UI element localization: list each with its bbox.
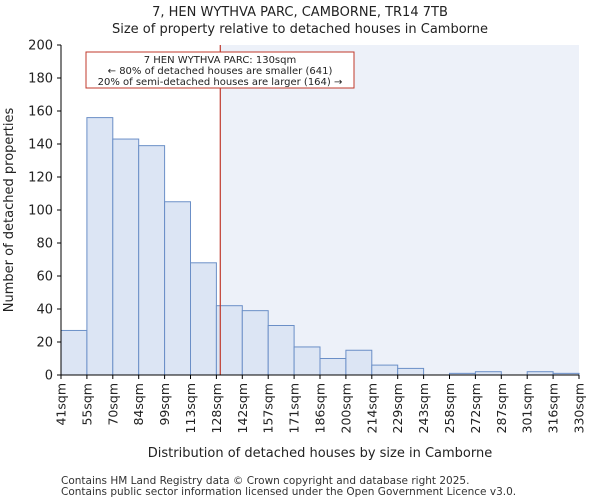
histogram-bar [86, 117, 114, 376]
y-axis-label: Number of detached properties [2, 108, 17, 313]
x-tick-label: 330sqm [572, 383, 587, 433]
histogram-bar [138, 145, 166, 376]
x-tick-label: 229sqm [390, 383, 405, 433]
y-tick-label: 60 [36, 270, 53, 285]
x-tick-label: 41sqm [54, 383, 69, 426]
chart-subtitle: Size of property relative to detached ho… [111, 22, 489, 37]
x-tick-label: 70sqm [105, 383, 120, 426]
x-tick-label: 157sqm [261, 383, 276, 433]
x-tick-label: 99sqm [157, 383, 172, 426]
y-tick-label: 40 [36, 303, 53, 318]
x-tick-label: 287sqm [494, 383, 509, 433]
x-tick-label: 128sqm [209, 383, 224, 433]
x-tick-label: 142sqm [235, 383, 250, 433]
x-tick-label: 301sqm [520, 383, 535, 433]
annotation-line: 7 HEN WYTHVA PARC: 130sqm [144, 55, 296, 66]
histogram-bar [190, 262, 217, 376]
histogram-bar [319, 358, 347, 376]
footer-licence: Contains public sector information licen… [61, 486, 517, 498]
y-tick-label: 20 [36, 336, 53, 351]
histogram-bar [267, 325, 295, 376]
y-tick-label: 200 [28, 39, 53, 54]
y-tick-label: 160 [28, 105, 53, 120]
histogram-bar [371, 364, 399, 376]
x-tick-label: 243sqm [416, 383, 431, 433]
x-axis-label: Distribution of detached houses by size … [148, 446, 493, 461]
chart-title: 7, HEN WYTHVA PARC, CAMBORNE, TR14 7TB [152, 5, 448, 20]
footer-copyright: Contains HM Land Registry data © Crown c… [61, 475, 470, 487]
y-tick-label: 100 [28, 204, 53, 219]
larger-region-shade [220, 45, 579, 375]
annotation-line: 20% of semi-detached houses are larger (… [98, 77, 343, 88]
x-tick-label: 272sqm [468, 383, 483, 433]
histogram-bar [164, 201, 192, 376]
x-tick-label: 200sqm [338, 383, 353, 433]
x-tick-label: 214sqm [364, 383, 379, 433]
histogram-bar [397, 367, 425, 376]
x-tick-label: 55sqm [79, 383, 94, 426]
x-tick-label: 258sqm [442, 383, 457, 433]
x-tick-label: 186sqm [313, 383, 328, 433]
annotation-line: ← 80% of detached houses are smaller (64… [108, 66, 333, 77]
x-tick-label: 316sqm [546, 383, 561, 433]
histogram-bar [345, 349, 373, 376]
x-tick-label: 84sqm [131, 383, 146, 426]
x-tick-label: 171sqm [287, 383, 302, 433]
annotation-box [85, 51, 355, 89]
y-tick-label: 80 [36, 237, 53, 252]
histogram-bar [60, 329, 88, 376]
histogram-bar [241, 310, 269, 376]
y-tick-label: 140 [28, 138, 53, 153]
y-tick-label: 180 [28, 72, 53, 87]
x-tick-label: 113sqm [183, 383, 198, 433]
y-tick-label: 120 [28, 171, 53, 186]
y-tick-label: 0 [45, 369, 53, 384]
histogram-bar [112, 138, 140, 376]
histogram-bar [293, 346, 321, 376]
